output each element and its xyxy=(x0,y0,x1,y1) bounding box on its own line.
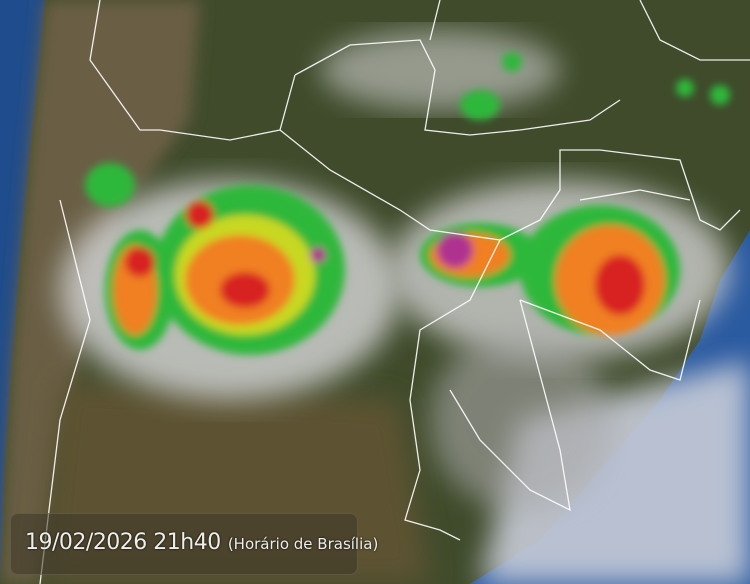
storm-west xyxy=(85,163,345,355)
andes xyxy=(0,0,200,584)
timestamp-label: 19/02/2026 21h40 (Horário de Brasília) xyxy=(25,530,378,555)
pacific-ocean xyxy=(0,0,45,584)
country-borders xyxy=(39,0,750,584)
timestamp-box xyxy=(10,513,358,575)
timestamp-datetime: 19/02/2026 21h40 xyxy=(25,530,221,555)
storm-east xyxy=(420,52,730,335)
timestamp-timezone: (Horário de Brasília) xyxy=(227,535,379,553)
